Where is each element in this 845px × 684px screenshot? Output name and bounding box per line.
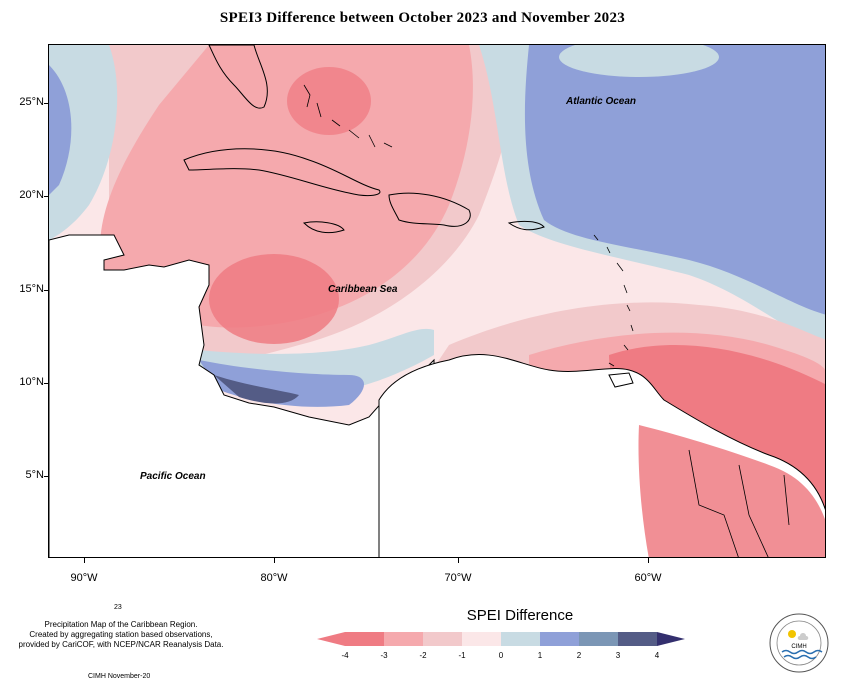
legend-tick-label: -1 <box>458 651 466 660</box>
border-line <box>688 449 739 557</box>
logo-text: CIMH <box>791 644 806 650</box>
credit-text: CIMH November-20 <box>88 673 151 680</box>
lat-label-5: 5°N <box>25 469 44 481</box>
contour-neg3-guianas <box>638 425 825 557</box>
legend-swatch <box>579 632 618 646</box>
waves-icon <box>781 649 823 655</box>
border-line <box>738 464 769 557</box>
lesser-antilles <box>593 234 634 367</box>
lat-label-15: 15°N <box>19 283 44 295</box>
pacific-ocean-label: Pacific Ocean <box>140 471 206 482</box>
cloud-icon <box>797 633 809 640</box>
lon-tick <box>274 558 275 563</box>
contour-pos3-panama <box>214 375 299 404</box>
puerto-rico <box>507 220 545 231</box>
lat-tick <box>44 476 48 477</box>
contour-neg3-caribbean <box>209 254 339 344</box>
caribbean-sea-label: Caribbean Sea <box>328 284 398 295</box>
florida <box>208 45 268 109</box>
contour-pos1-atlantic <box>524 45 825 315</box>
legend-colorbar <box>317 632 685 646</box>
spei-map <box>49 45 825 557</box>
legend-tick-label: 1 <box>537 651 543 660</box>
lat-tick <box>44 196 48 197</box>
lon-label-80: 80°W <box>260 572 288 584</box>
atlantic-ocean-label: Atlantic Ocean <box>566 96 637 107</box>
legend-swatch <box>462 632 501 646</box>
lat-tick <box>44 103 48 104</box>
legend-swatch <box>540 632 579 646</box>
legend-swatch <box>423 632 462 646</box>
lon-tick <box>458 558 459 563</box>
legend-tick-label: 0 <box>498 651 504 660</box>
contour-neg2 <box>100 45 473 328</box>
lat-label-20: 20°N <box>19 189 44 201</box>
contour-pos1-west <box>49 65 72 195</box>
map-panel <box>48 44 826 558</box>
sun-icon <box>788 630 796 638</box>
legend-swatch <box>345 632 384 646</box>
legend-tick-label: -4 <box>341 651 349 660</box>
legend-arrow-high <box>657 632 685 646</box>
lon-label-90: 90°W <box>70 572 98 584</box>
lat-label-10: 10°N <box>19 376 44 388</box>
cuba <box>183 148 381 197</box>
legend-swatch <box>618 632 657 646</box>
legend-tick-label: 2 <box>576 651 582 660</box>
cimh-logo: CIMH <box>768 612 830 674</box>
legend-arrow-low <box>317 632 345 646</box>
legend-title: SPEI Difference <box>466 607 574 624</box>
contour-neg3-bahamas <box>287 67 371 135</box>
map-notes: Precipitation Map of the Caribbean Regio… <box>6 620 236 650</box>
notes-line-2: Created by aggregating station based obs… <box>29 630 213 639</box>
bahamas <box>303 84 393 148</box>
legend-tick-label: 3 <box>615 651 621 660</box>
jamaica <box>302 221 345 234</box>
notes-line-3: provided by CariCOF, with NCEP/NCAR Rean… <box>18 640 224 649</box>
legend-tick-label: 4 <box>654 651 660 660</box>
hispaniola <box>388 192 471 227</box>
lon-tick <box>648 558 649 563</box>
legend-tick-label: -3 <box>380 651 388 660</box>
legend-swatch <box>501 632 540 646</box>
legend-tick-label: -2 <box>419 651 427 660</box>
map-title: SPEI3 Difference between October 2023 an… <box>219 10 626 26</box>
border-line <box>783 474 790 526</box>
contour-atlantic-patch <box>559 45 719 77</box>
lat-tick <box>44 290 48 291</box>
notes-line-1: Precipitation Map of the Caribbean Regio… <box>44 620 198 629</box>
trinidad <box>608 372 634 388</box>
lat-label-25: 25°N <box>19 96 44 108</box>
lon-label-70: 70°W <box>444 572 472 584</box>
legend-swatch <box>384 632 423 646</box>
lat-tick <box>44 383 48 384</box>
notes-superscript: 23 <box>114 604 122 611</box>
lon-label-60: 60°W <box>634 572 662 584</box>
lon-tick <box>84 558 85 563</box>
